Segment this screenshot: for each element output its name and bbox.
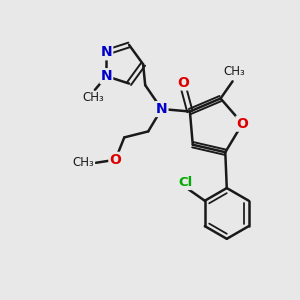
Text: N: N	[100, 69, 112, 83]
Text: N: N	[100, 45, 112, 59]
Text: O: O	[236, 117, 248, 130]
Text: CH₃: CH₃	[223, 65, 245, 78]
Text: O: O	[177, 76, 189, 89]
Text: CH₃: CH₃	[82, 92, 104, 104]
Text: O: O	[110, 153, 121, 167]
Text: Cl: Cl	[179, 176, 193, 189]
Text: CH₃: CH₃	[73, 156, 94, 169]
Text: N: N	[156, 102, 167, 116]
